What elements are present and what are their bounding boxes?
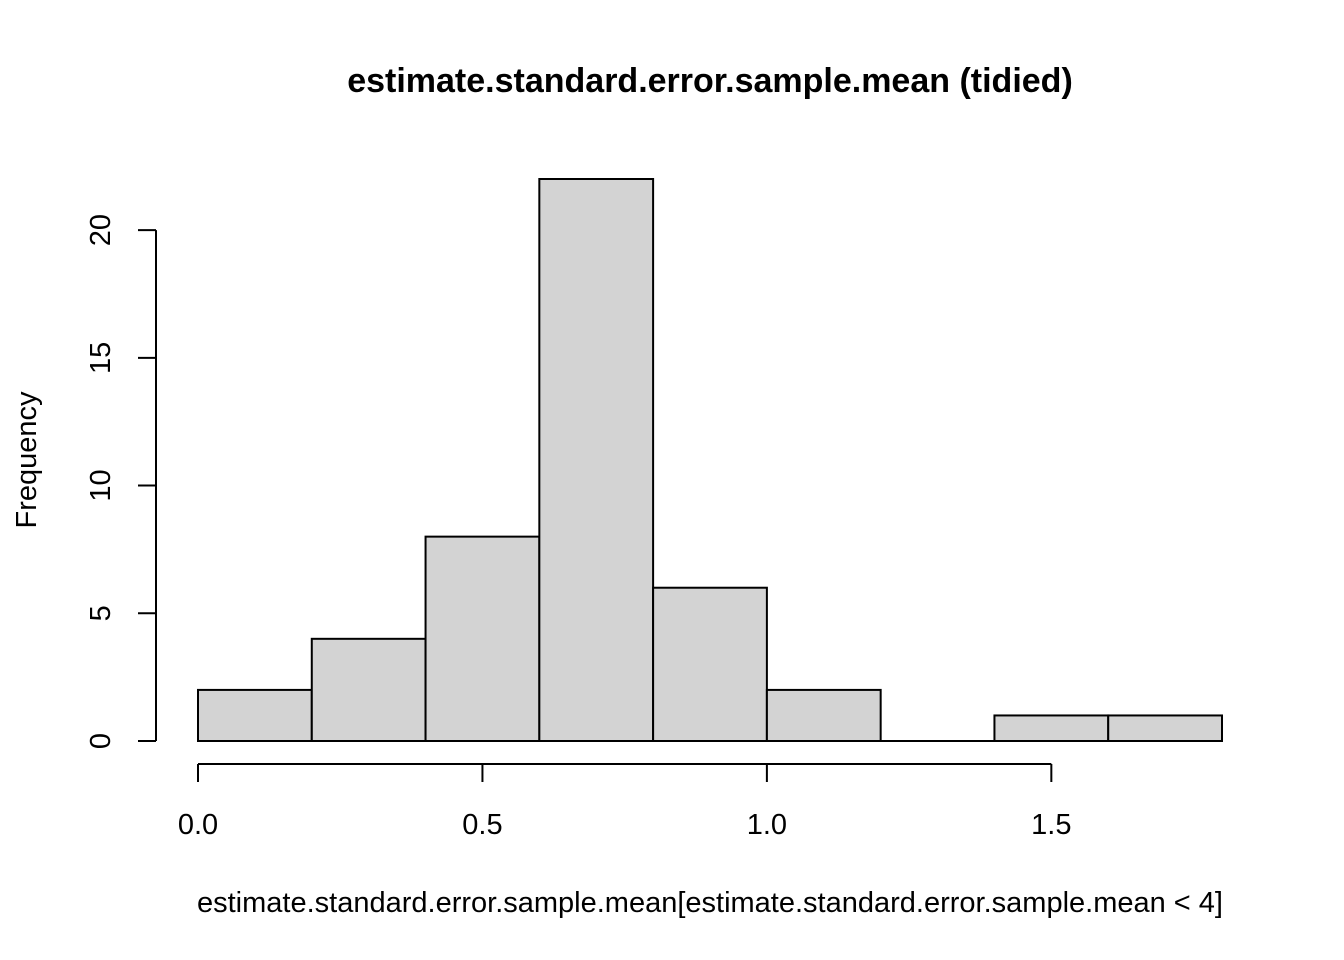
y-tick-label: 10: [85, 469, 117, 501]
histogram-bar: [197, 688, 313, 743]
y-axis-label: Frequency: [11, 391, 43, 529]
histogram-bar: [424, 535, 541, 742]
x-tick-label: 1.0: [747, 809, 787, 841]
x-tick-label: 1.5: [1031, 809, 1071, 841]
histogram-bar: [538, 178, 655, 742]
histogram-bar: [765, 688, 882, 743]
y-tick-label: 5: [85, 605, 117, 621]
histogram-bar: [310, 637, 427, 742]
y-tick-label: 15: [85, 342, 117, 374]
histogram-bar: [652, 586, 768, 743]
y-axis: 0 5 10 15 20: [85, 214, 157, 749]
x-axis-label: estimate.standard.error.sample.mean[esti…: [197, 887, 1223, 919]
x-tick-label: 0.5: [462, 809, 502, 841]
x-axis: 0.0 0.5 1.0 1.5: [178, 763, 1071, 841]
bars-group: [197, 178, 1223, 743]
y-tick-label: 0: [85, 733, 117, 749]
histogram-bar: [1107, 714, 1223, 742]
chart-title: estimate.standard.error.sample.mean (tid…: [347, 62, 1073, 100]
histogram-bar: [993, 714, 1110, 742]
y-tick-label: 20: [85, 214, 117, 246]
x-tick-label: 0.0: [178, 809, 218, 841]
